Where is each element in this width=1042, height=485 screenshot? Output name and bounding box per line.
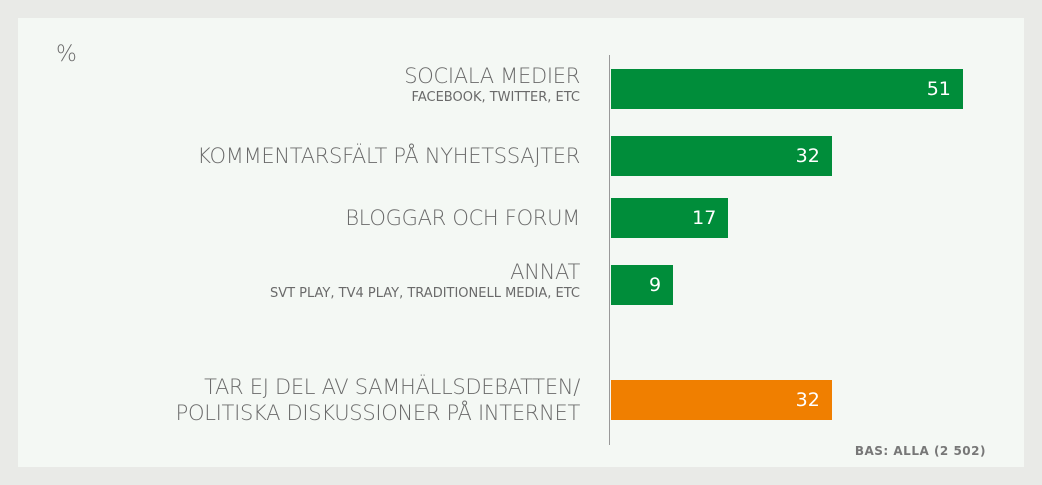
category-label: KOMMENTARSFÄLT PÅ NYHETSSAJTER bbox=[197, 144, 580, 168]
category-sublabel: FACEBOOK, TWITTER, ETC bbox=[411, 90, 580, 105]
bar bbox=[611, 69, 963, 109]
bar bbox=[611, 380, 832, 420]
value-label: 17 bbox=[692, 207, 717, 229]
category-label: BLOGGAR OCH FORUM bbox=[345, 206, 580, 230]
footnote: BAS: ALLA (2 502) bbox=[854, 444, 986, 458]
category-label: ANNAT bbox=[510, 260, 580, 284]
bar bbox=[611, 136, 832, 176]
bar bbox=[611, 198, 729, 238]
category-label: TAR EJ DEL AV SAMHÄLLSDEBATTEN/ POLITISK… bbox=[175, 375, 581, 425]
category-label: SOCIALA MEDIER bbox=[404, 64, 580, 88]
value-label: 32 bbox=[795, 389, 820, 411]
bar bbox=[611, 265, 674, 305]
axis-line bbox=[609, 55, 610, 445]
value-label: 51 bbox=[926, 78, 951, 100]
value-label: 9 bbox=[649, 274, 662, 296]
value-label: 32 bbox=[795, 145, 820, 167]
category-sublabel: SVT PLAY, TV4 PLAY, TRADITIONELL MEDIA, … bbox=[269, 286, 580, 301]
unit-label: % bbox=[56, 42, 77, 67]
